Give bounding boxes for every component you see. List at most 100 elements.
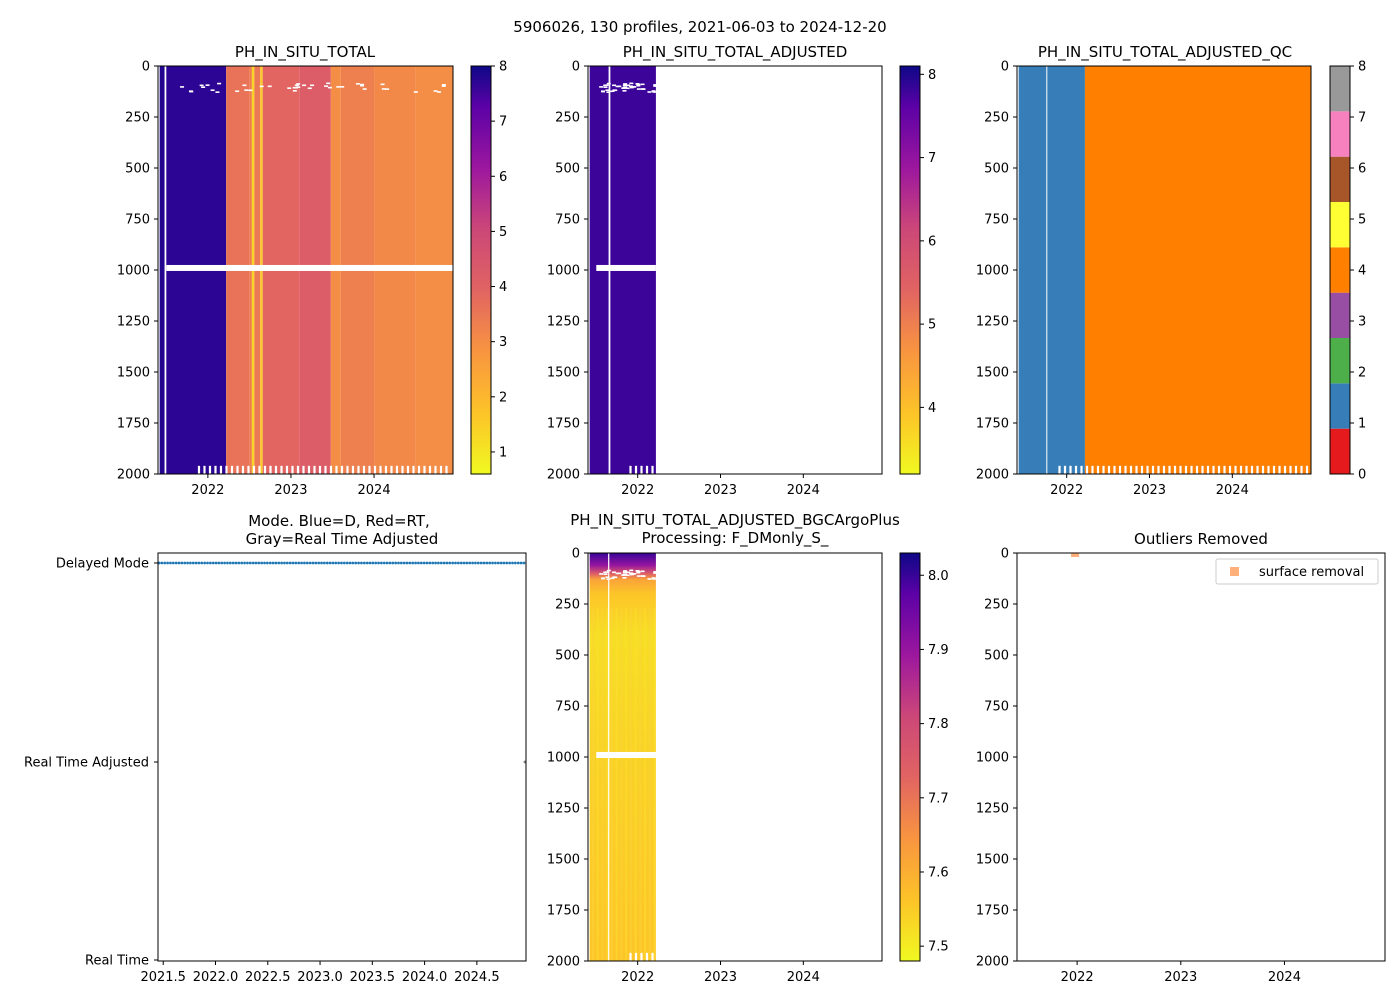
missing-data-bottom <box>417 465 421 474</box>
heatmap-column-variation <box>634 608 637 961</box>
mode-point-d <box>214 561 218 565</box>
missing-data-speck <box>267 85 272 88</box>
mode-point-d <box>265 561 269 565</box>
missing-data-bottom <box>634 465 638 474</box>
mode-point-d <box>491 561 494 565</box>
missing-data-bottom <box>379 465 382 474</box>
mode-point-d <box>522 561 526 565</box>
y-tick-label: 250 <box>125 111 150 126</box>
colorbar-tick-label: 7.9 <box>928 643 949 658</box>
mode-point-d <box>274 561 278 565</box>
missing-data-bottom <box>203 465 206 474</box>
missing-data-speck <box>296 86 301 88</box>
missing-data-bottom <box>291 465 294 474</box>
mode-point-d <box>246 561 249 565</box>
mode-point-d <box>231 561 235 565</box>
missing-data-bottom <box>1096 465 1100 474</box>
missing-data-bottom <box>423 465 426 474</box>
missing-data-speck <box>355 83 360 85</box>
missing-data-bottom <box>434 465 437 474</box>
missing-data-speck <box>201 86 206 88</box>
missing-data-speck <box>326 82 331 85</box>
legend-frame <box>1215 558 1379 585</box>
missing-data-bottom <box>1069 465 1072 474</box>
heatmap-column-variation <box>639 608 642 961</box>
mode-point-d <box>277 561 281 565</box>
missing-data-bottom <box>1256 465 1259 474</box>
missing-data-bottom <box>208 465 212 474</box>
y-tick-label: 1750 <box>976 904 1009 919</box>
missing-data-bottom <box>269 465 272 474</box>
missing-data-speck <box>362 88 367 90</box>
missing-data-speck <box>636 84 641 87</box>
missing-data-speck <box>292 90 297 92</box>
missing-data-speck <box>180 86 185 88</box>
mode-point-d <box>305 561 309 565</box>
missing-data-bottom <box>401 465 404 474</box>
missing-data-bottom <box>302 465 305 474</box>
missing-data-bottom <box>1212 465 1215 474</box>
missing-data-bottom <box>225 465 228 474</box>
missing-data-bottom <box>219 465 223 474</box>
y-tick-label: 750 <box>555 700 580 715</box>
missing-data-speck <box>615 572 620 575</box>
missing-data-speck <box>612 89 617 91</box>
y-tick-label: 750 <box>125 213 150 228</box>
missing-data-bottom <box>1080 465 1083 474</box>
x-tick-label: 2023.0 <box>297 970 343 985</box>
missing-data-bottom <box>263 465 267 474</box>
heatmap-area <box>589 66 658 474</box>
missing-data-bottom <box>296 465 300 474</box>
mode-point-d <box>516 561 520 565</box>
missing-data-bottom <box>324 465 327 474</box>
missing-data-speck <box>292 86 297 89</box>
missing-data-bottom <box>307 465 311 474</box>
colorbar: 1 2 3 4 5 6 7 8 <box>470 60 507 475</box>
colorbar-tick-label: 6 <box>1358 162 1366 177</box>
outlier-point <box>1071 553 1080 557</box>
missing-data-bottom <box>640 465 643 474</box>
missing-data-speck <box>189 90 194 93</box>
heatmap-area <box>159 66 455 474</box>
mode-point-d <box>519 561 523 565</box>
missing-data-speck <box>610 90 615 93</box>
x-tick-label: 2023 <box>1164 970 1197 985</box>
missing-data-bottom <box>1206 465 1210 474</box>
colorbar-tick-label: 0 <box>1358 468 1366 483</box>
mode-point-d <box>422 561 426 565</box>
missing-data-speck <box>629 569 634 572</box>
mode-point-d <box>354 561 358 565</box>
missing-data-bottom <box>214 465 217 474</box>
colorbar-tick-label: 8.0 <box>928 569 949 584</box>
mode-point-d <box>285 561 289 565</box>
heatmap-column-variation <box>592 608 595 961</box>
mode-point-d <box>174 561 178 565</box>
mode-point-d <box>508 561 512 565</box>
x-tick-label: 2022 <box>1061 970 1094 985</box>
y-tick-label: 2000 <box>547 468 580 483</box>
missing-data-speck <box>215 91 220 93</box>
mode-point-d <box>345 561 349 565</box>
colorbar-tick-label: 8 <box>499 60 507 75</box>
missing-data-speck <box>248 89 253 92</box>
mode-point-d <box>499 561 503 565</box>
mode-point-d <box>203 561 207 565</box>
panel-ph-in-situ-total-adjusted-qc: PH_IN_SITU_TOTAL_ADJUSTED_QC 02505007501… <box>976 43 1366 498</box>
y-tick-label: 1000 <box>117 264 150 279</box>
y-tick-label: 500 <box>555 162 580 177</box>
missing-data-speck <box>205 84 210 86</box>
missing-data-speck <box>653 84 658 86</box>
missing-data-speck <box>647 91 652 93</box>
missing-data-bottom <box>230 465 234 474</box>
mode-point-d <box>191 561 195 565</box>
y-tick-label: 1750 <box>547 417 580 432</box>
missing-data-speck <box>612 576 617 578</box>
missing-data-speck <box>336 86 341 88</box>
mode-point-d <box>399 561 403 565</box>
missing-data-bottom <box>247 465 250 474</box>
missing-data-speck <box>327 86 332 89</box>
mode-point-d <box>362 561 366 565</box>
missing-data-bottom <box>1245 465 1248 474</box>
missing-data-bottom <box>1058 465 1061 474</box>
mode-point-d <box>474 561 477 565</box>
